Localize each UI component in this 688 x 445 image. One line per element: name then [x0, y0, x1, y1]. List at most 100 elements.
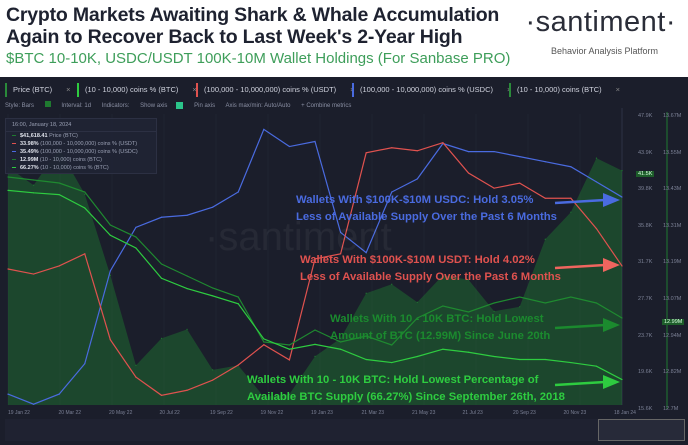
data-point — [7, 189, 9, 191]
tagline: Behavior Analysis Platform — [550, 46, 658, 56]
tab-btc-coins[interactable]: (10 - 10,000) coins (BTC) × — [509, 83, 620, 97]
data-point — [544, 197, 546, 199]
color-picker[interactable] — [44, 101, 51, 107]
data-point — [32, 179, 35, 181]
data-point — [263, 341, 265, 343]
data-point — [467, 311, 470, 313]
navigator-range-handle[interactable] — [598, 419, 685, 441]
data-point — [544, 161, 546, 163]
x-axis-tick: 21 Jul 23 — [462, 410, 483, 416]
data-point — [237, 364, 239, 366]
coins-axis-tick: 13.55M — [663, 149, 682, 156]
annotation-arrow — [554, 198, 606, 205]
data-point — [135, 247, 137, 249]
data-point — [212, 379, 214, 381]
data-point — [339, 337, 342, 339]
data-point — [160, 337, 163, 339]
data-point — [365, 152, 367, 154]
tab-btc-pct[interactable]: (10 - 10,000) coins % (BTC) × — [77, 83, 197, 97]
data-point — [416, 317, 418, 319]
data-point — [135, 376, 137, 378]
tab-label: Price (BTC) — [13, 85, 53, 94]
coins-axis-tick: 12.7M — [663, 405, 679, 412]
tab-label: (10 - 10,000) coins (BTC) — [517, 85, 602, 94]
legend-value: 33.98% — [20, 141, 39, 147]
tab-price-btc[interactable]: Price (BTC) × — [5, 83, 71, 97]
data-point — [109, 234, 111, 236]
data-point — [135, 364, 137, 366]
coins-axis-tick: 13.43M — [663, 186, 682, 193]
timeline-navigator[interactable] — [5, 419, 685, 441]
data-point — [58, 182, 60, 184]
legend-row: 35.49% (100,000 - 10,000,000) coins % (U… — [6, 148, 156, 156]
data-point — [314, 329, 316, 331]
data-point — [212, 287, 214, 289]
arrow-head-icon — [603, 193, 620, 207]
price-axis-tick: 23.7K — [638, 332, 653, 339]
close-icon[interactable]: × — [66, 85, 71, 94]
subtitle: $BTC 10-10K, USDC/USDT 100K-10M Wallet H… — [6, 50, 511, 67]
annotation-btc-pct: Wallets With 10 - 10K BTC: Hold Lowest P… — [247, 374, 565, 403]
legend-row: 66.27% (10 - 10,000) coins % (BTC) — [6, 164, 156, 172]
data-point — [135, 226, 137, 228]
annotation-arrow — [554, 263, 606, 270]
data-point — [186, 389, 188, 391]
data-point — [570, 166, 572, 168]
data-point — [442, 142, 444, 144]
tab-label: (100,000 - 10,000,000) coins % (USDC) — [360, 85, 493, 94]
data-point — [314, 343, 316, 345]
data-point — [288, 344, 291, 346]
data-point — [621, 196, 623, 198]
data-point — [212, 295, 214, 297]
price-axis-tick: 39.8K — [638, 186, 653, 193]
data-point — [519, 296, 521, 298]
data-point — [186, 288, 188, 290]
style-dropdown[interactable]: Style: Bars — [5, 103, 35, 109]
data-point — [570, 361, 572, 364]
data-point — [288, 359, 291, 361]
data-point — [467, 150, 470, 153]
data-point — [595, 227, 598, 230]
data-point — [365, 252, 367, 254]
data-point — [58, 194, 60, 196]
data-point — [595, 365, 598, 367]
data-point — [32, 403, 35, 405]
data-point — [493, 302, 495, 304]
data-point — [288, 393, 291, 395]
data-point — [263, 344, 265, 346]
data-point — [365, 358, 367, 361]
data-point — [32, 192, 35, 194]
data-point — [493, 355, 495, 358]
close-icon[interactable]: × — [192, 85, 197, 94]
data-point — [84, 207, 86, 209]
chart-toolbar: Style: Bars Interval: 1d Indicators: Sho… — [5, 101, 360, 109]
arrow-head-icon — [603, 258, 620, 272]
interval-dropdown[interactable]: Interval: 1d — [61, 103, 92, 109]
data-point — [314, 355, 316, 357]
data-point — [416, 301, 418, 303]
data-point — [493, 187, 495, 189]
data-point — [186, 214, 188, 216]
indicators-dropdown[interactable]: Indicators: — [101, 103, 130, 109]
data-point — [339, 348, 342, 350]
pin-axis-toggle[interactable]: Pin axis — [194, 103, 216, 109]
data-point — [109, 339, 111, 341]
combine-metrics-button[interactable]: + Combine metrics — [301, 103, 352, 109]
legend-label: (100,000 - 10,000,000) coins % (USDT) — [40, 141, 138, 147]
close-icon[interactable]: × — [615, 85, 621, 94]
annotation-usdt: Wallets With $100K-$10M USDT: Hold 4.02%… — [300, 254, 561, 283]
annotation-usdc: Wallets With $100K-$10M USDC: Hold 3.05%… — [296, 194, 557, 223]
coins-axis-tick: 13.67M — [663, 113, 682, 119]
data-point — [186, 328, 188, 330]
data-point — [570, 296, 572, 298]
show-axis-checkbox[interactable] — [176, 101, 184, 109]
data-point — [7, 268, 9, 270]
price-current-tag: 41.5K — [636, 171, 655, 177]
data-point — [570, 211, 572, 213]
data-point — [314, 140, 316, 143]
data-point — [570, 197, 572, 199]
axis-maxmin-dropdown[interactable]: Axis max/min: Auto/Auto — [225, 103, 291, 109]
legend-label: (10 - 10,000) coins % (BTC) — [40, 165, 109, 171]
data-point — [237, 191, 239, 193]
arrow-head-icon — [603, 375, 620, 389]
